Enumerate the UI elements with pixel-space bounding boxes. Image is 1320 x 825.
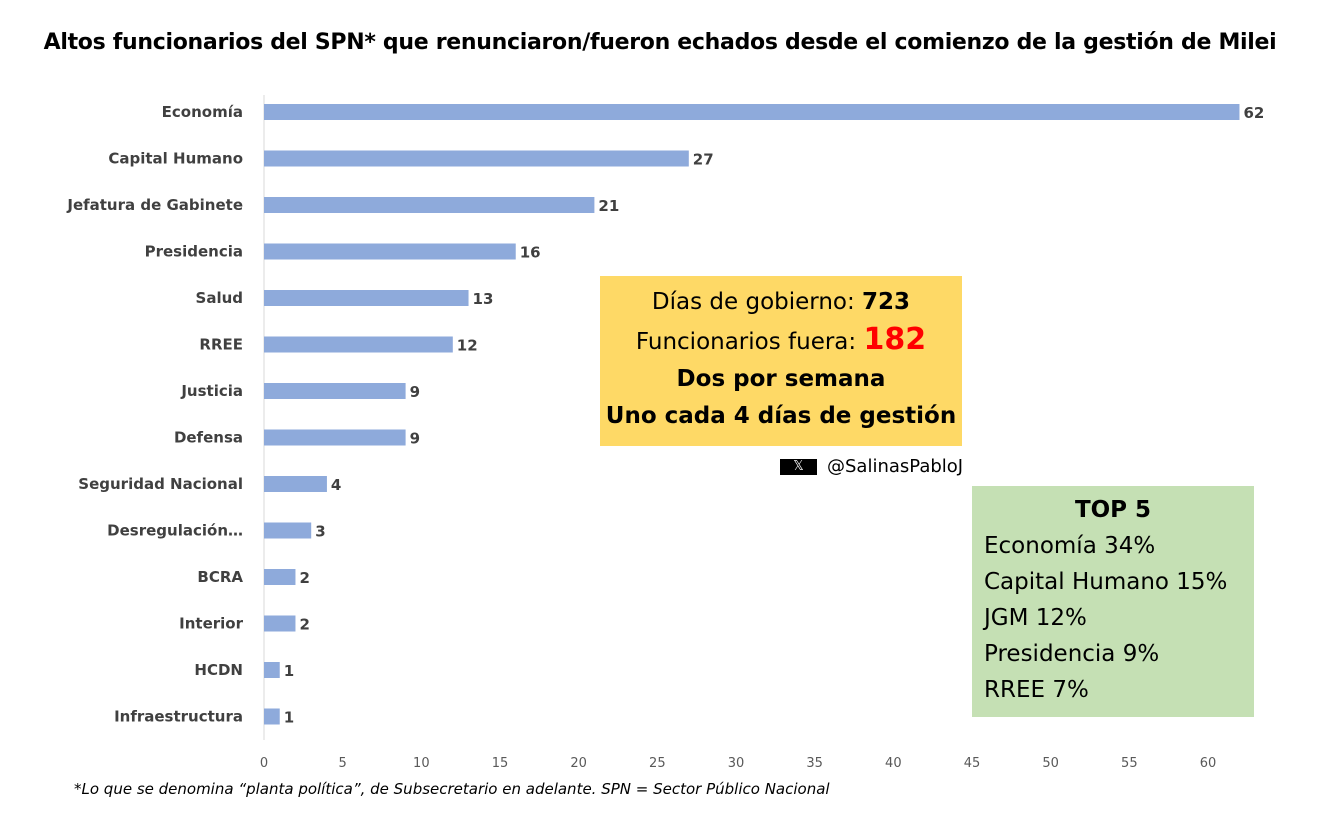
x-tick-label: 25	[649, 756, 666, 771]
chart-title: Altos funcionarios del SPN* que renuncia…	[43, 30, 1277, 55]
data-label: 21	[598, 197, 619, 215]
data-label: 62	[1243, 104, 1264, 122]
days-label: Días de gobierno:	[651, 289, 863, 315]
x-tick-label: 10	[413, 756, 430, 771]
bar	[264, 290, 469, 306]
category-label: Interior	[179, 615, 243, 633]
top5-title: TOP 5	[1074, 497, 1152, 523]
officials-value: 182	[863, 322, 927, 357]
bar	[264, 522, 312, 539]
x-tick-label: 20	[570, 756, 587, 771]
top5-item: Economía 34%	[984, 533, 1156, 559]
bar	[264, 336, 453, 353]
x-tick-label: 30	[728, 756, 745, 771]
category-label: Defensa	[174, 429, 243, 447]
category-label: RREE	[199, 336, 243, 354]
category-label: Desregulación…	[107, 522, 243, 540]
x-tick-label: 5	[339, 756, 347, 771]
category-label: Seguridad Nacional	[78, 475, 243, 493]
data-label: 3	[315, 523, 325, 541]
data-label: 1	[284, 662, 294, 680]
bar	[264, 197, 595, 213]
officials-label: Funcionarios fuera:	[635, 329, 864, 355]
bar	[264, 429, 406, 446]
category-label: HCDN	[194, 661, 243, 679]
data-label: 27	[693, 151, 714, 169]
category-label: Economía	[162, 103, 243, 121]
x-tick-label: 45	[964, 756, 981, 771]
category-label: Capital Humano	[108, 150, 243, 168]
handle-text: @SalinasPabloJ	[827, 456, 964, 477]
x-tick-label: 60	[1200, 756, 1217, 771]
x-tick-label: 50	[1042, 756, 1059, 771]
bar	[264, 615, 296, 632]
bar	[264, 150, 689, 167]
author-handle: 𝕏 @SalinasPabloJ	[780, 456, 963, 477]
days-value: 723	[862, 289, 911, 315]
top5-item: JGM 12%	[984, 605, 1087, 631]
x-logo-icon: 𝕏	[780, 458, 817, 475]
data-label: 9	[410, 383, 420, 401]
data-label: 2	[299, 569, 309, 587]
category-label: Presidencia	[145, 243, 243, 261]
x-tick-label: 0	[260, 756, 268, 771]
category-label: Justicia	[180, 382, 243, 400]
top5-item: RREE 7%	[984, 677, 1089, 703]
bar	[264, 662, 280, 678]
category-label: Salud	[196, 289, 243, 307]
top5-item: Capital Humano 15%	[984, 569, 1228, 595]
category-label: Jefatura de Gabinete	[66, 196, 243, 214]
top5-box: TOP 5 Economía 34% Capital Humano 15% JG…	[972, 486, 1254, 717]
rate-days: Uno cada 4 días de gestión	[605, 403, 957, 429]
data-label: 13	[473, 290, 494, 308]
rate-week: Dos por semana	[676, 366, 886, 392]
bar	[264, 569, 296, 585]
category-label: BCRA	[197, 568, 243, 586]
bar	[264, 243, 516, 260]
bar	[264, 476, 327, 492]
data-label: 16	[520, 244, 541, 262]
data-label: 9	[410, 430, 420, 448]
summary-box: Días de gobierno: 723 Funcionarios fuera…	[600, 276, 962, 446]
data-label: 12	[457, 337, 478, 355]
x-tick-label: 40	[885, 756, 902, 771]
x-tick-label: 35	[806, 756, 823, 771]
x-tick-label: 15	[492, 756, 509, 771]
x-tick-label: 55	[1121, 756, 1138, 771]
data-label: 1	[284, 709, 294, 727]
data-label: 2	[299, 616, 309, 634]
bar	[264, 708, 280, 725]
bar	[264, 104, 1240, 120]
footnote: *Lo que se denomina “planta política”, d…	[74, 780, 830, 798]
category-label: Infraestructura	[114, 708, 243, 726]
data-label: 4	[331, 476, 341, 494]
top5-item: Presidencia 9%	[984, 641, 1160, 667]
bar	[264, 383, 406, 399]
